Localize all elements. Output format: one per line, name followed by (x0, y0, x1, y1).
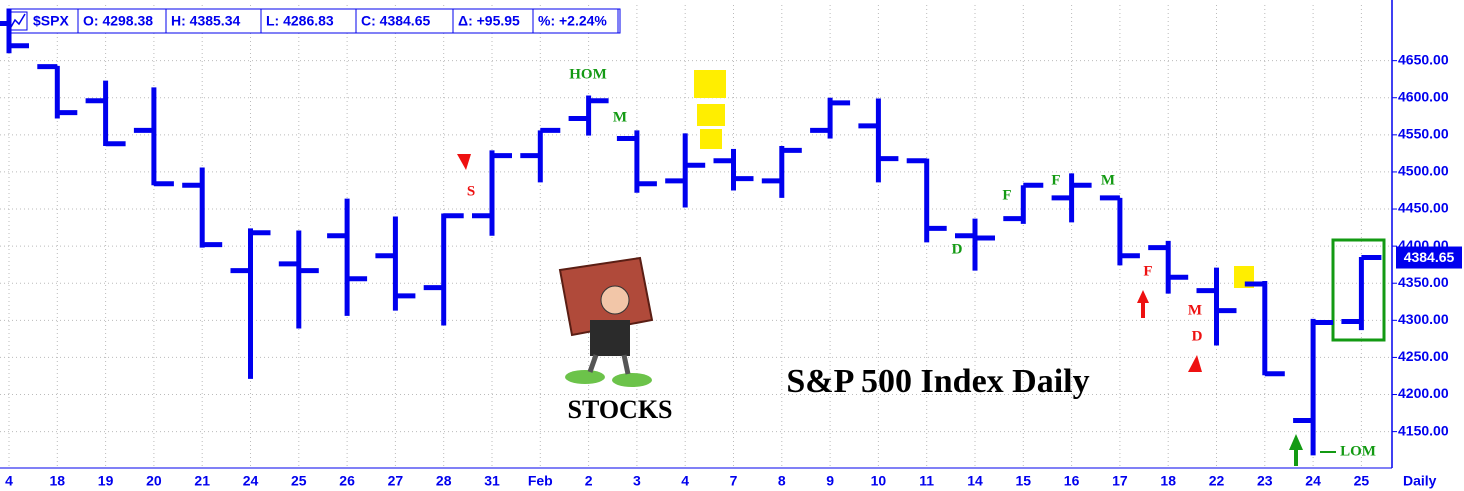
x-tick-label: 9 (826, 473, 834, 489)
y-tick-label: 4300.00 (1398, 311, 1449, 327)
x-tick-label: 8 (778, 473, 786, 489)
header: $SPX O: 4298.38 H: 4385.34 L: 4286.83 C: 438… (7, 9, 620, 33)
y-tick-label: 4600.00 (1398, 88, 1449, 104)
x-tick-label: 24 (243, 473, 259, 489)
header-item: L: 4286.83 (266, 13, 334, 29)
y-tick-label: 4650.00 (1398, 51, 1449, 67)
chart: $SPX O: 4298.38 H: 4385.34 L: 4286.83 C: 438… (0, 0, 1464, 491)
header-item: Δ: +95.95 (458, 13, 520, 29)
annotation: LOM (1340, 443, 1376, 459)
period-label: Daily (1403, 473, 1437, 489)
annotation: F (1051, 172, 1060, 188)
x-tick-label: 26 (339, 473, 355, 489)
header-item: C: 4384.65 (361, 13, 430, 29)
x-tick-label: 24 (1305, 473, 1321, 489)
x-tick-label: 21 (194, 473, 210, 489)
annotation: M (1101, 172, 1115, 188)
header-item: O: 4298.38 (83, 13, 153, 29)
highlight (700, 129, 722, 149)
annotation: F (1143, 263, 1152, 279)
x-tick-label: 18 (50, 473, 66, 489)
annotation: D (1192, 328, 1203, 344)
x-tick-label: 10 (871, 473, 887, 489)
header-item: H: 4385.34 (171, 13, 240, 29)
x-tick-label: 2 (585, 473, 593, 489)
x-tick-label: 14 (967, 473, 983, 489)
annotation: S (467, 183, 475, 199)
y-tick-label: 4550.00 (1398, 126, 1449, 142)
x-tick-label: 18 (1160, 473, 1176, 489)
annotation: HOM (569, 66, 607, 82)
annotation: M (613, 109, 627, 125)
x-tick-label: 7 (730, 473, 738, 489)
highlight (697, 104, 725, 126)
x-tick-label: 15 (1016, 473, 1032, 489)
y-tick-label: 4350.00 (1398, 274, 1449, 290)
annotation: F (1002, 187, 1011, 203)
highlight (694, 70, 726, 98)
x-tick-label: 16 (1064, 473, 1080, 489)
y-tick-label: 4200.00 (1398, 385, 1449, 401)
annotation: D (952, 241, 963, 257)
x-tick-label: 25 (1354, 473, 1370, 489)
x-tick-label: Feb (528, 473, 553, 489)
x-tick-label: 27 (388, 473, 404, 489)
x-tick-label: 28 (436, 473, 452, 489)
x-tick-label: 23 (1257, 473, 1273, 489)
price-tag-label: 4384.65 (1404, 249, 1455, 265)
x-tick-label: 4 (681, 473, 689, 489)
y-tick-label: 4150.00 (1398, 422, 1449, 438)
x-tick-label: 3 (633, 473, 641, 489)
x-tick-label: 22 (1209, 473, 1225, 489)
x-tick-label: 31 (484, 473, 500, 489)
x-tick-label: 25 (291, 473, 307, 489)
annotation: M (1188, 302, 1202, 318)
y-tick-label: 4250.00 (1398, 348, 1449, 364)
annotation: STOCKS (567, 395, 672, 424)
chart-title: S&P 500 Index Daily (786, 363, 1089, 400)
header-item: $SPX (33, 13, 69, 29)
x-tick-label: 11 (919, 473, 934, 489)
x-tick-label: 19 (98, 473, 114, 489)
x-tick-label: 20 (146, 473, 162, 489)
y-tick-label: 4450.00 (1398, 200, 1449, 216)
y-tick-label: 4500.00 (1398, 163, 1449, 179)
x-tick-label: 17 (1112, 473, 1128, 489)
x-tick-label: 4 (5, 473, 13, 489)
header-item: %: +2.24% (538, 13, 607, 29)
